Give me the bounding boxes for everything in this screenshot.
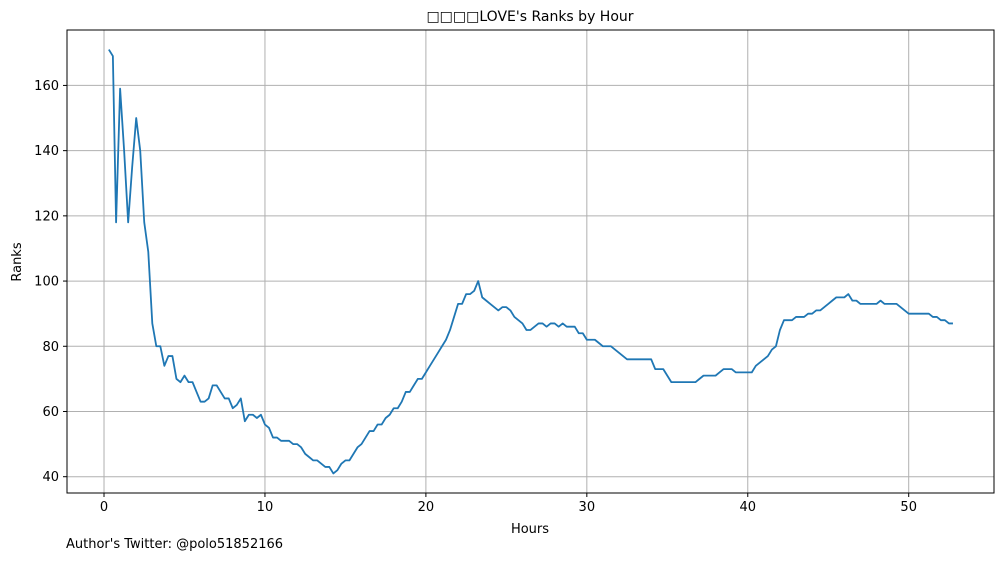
author-credit: Author's Twitter: @polo51852166 [66, 537, 284, 552]
y-tick-label: 60 [42, 405, 59, 420]
x-tick-label: 40 [739, 500, 756, 515]
plot-frame [66, 29, 995, 494]
x-tick-label: 0 [100, 500, 108, 515]
chart-title: □□□□LOVE's Ranks by Hour [426, 9, 633, 25]
x-axis-ticks: 0 10 20 30 40 50 [100, 493, 917, 515]
series-line [108, 49, 953, 475]
grid-lines [67, 30, 994, 493]
y-tick-label: 160 [34, 79, 59, 94]
x-tick-label: 50 [900, 500, 917, 515]
y-tick-label: 120 [34, 209, 59, 224]
y-axis-label: Ranks [10, 242, 25, 281]
y-tick-label: 40 [42, 470, 59, 485]
y-axis-ticks: 40 60 80 100 120 140 160 [34, 79, 67, 485]
x-axis-label: Hours [511, 522, 549, 537]
y-tick-label: 140 [34, 144, 59, 159]
y-tick-label: 80 [42, 340, 59, 355]
y-tick-label: 100 [34, 275, 59, 290]
x-tick-label: 20 [418, 500, 435, 515]
x-tick-label: 10 [257, 500, 274, 515]
x-tick-label: 30 [579, 500, 596, 515]
